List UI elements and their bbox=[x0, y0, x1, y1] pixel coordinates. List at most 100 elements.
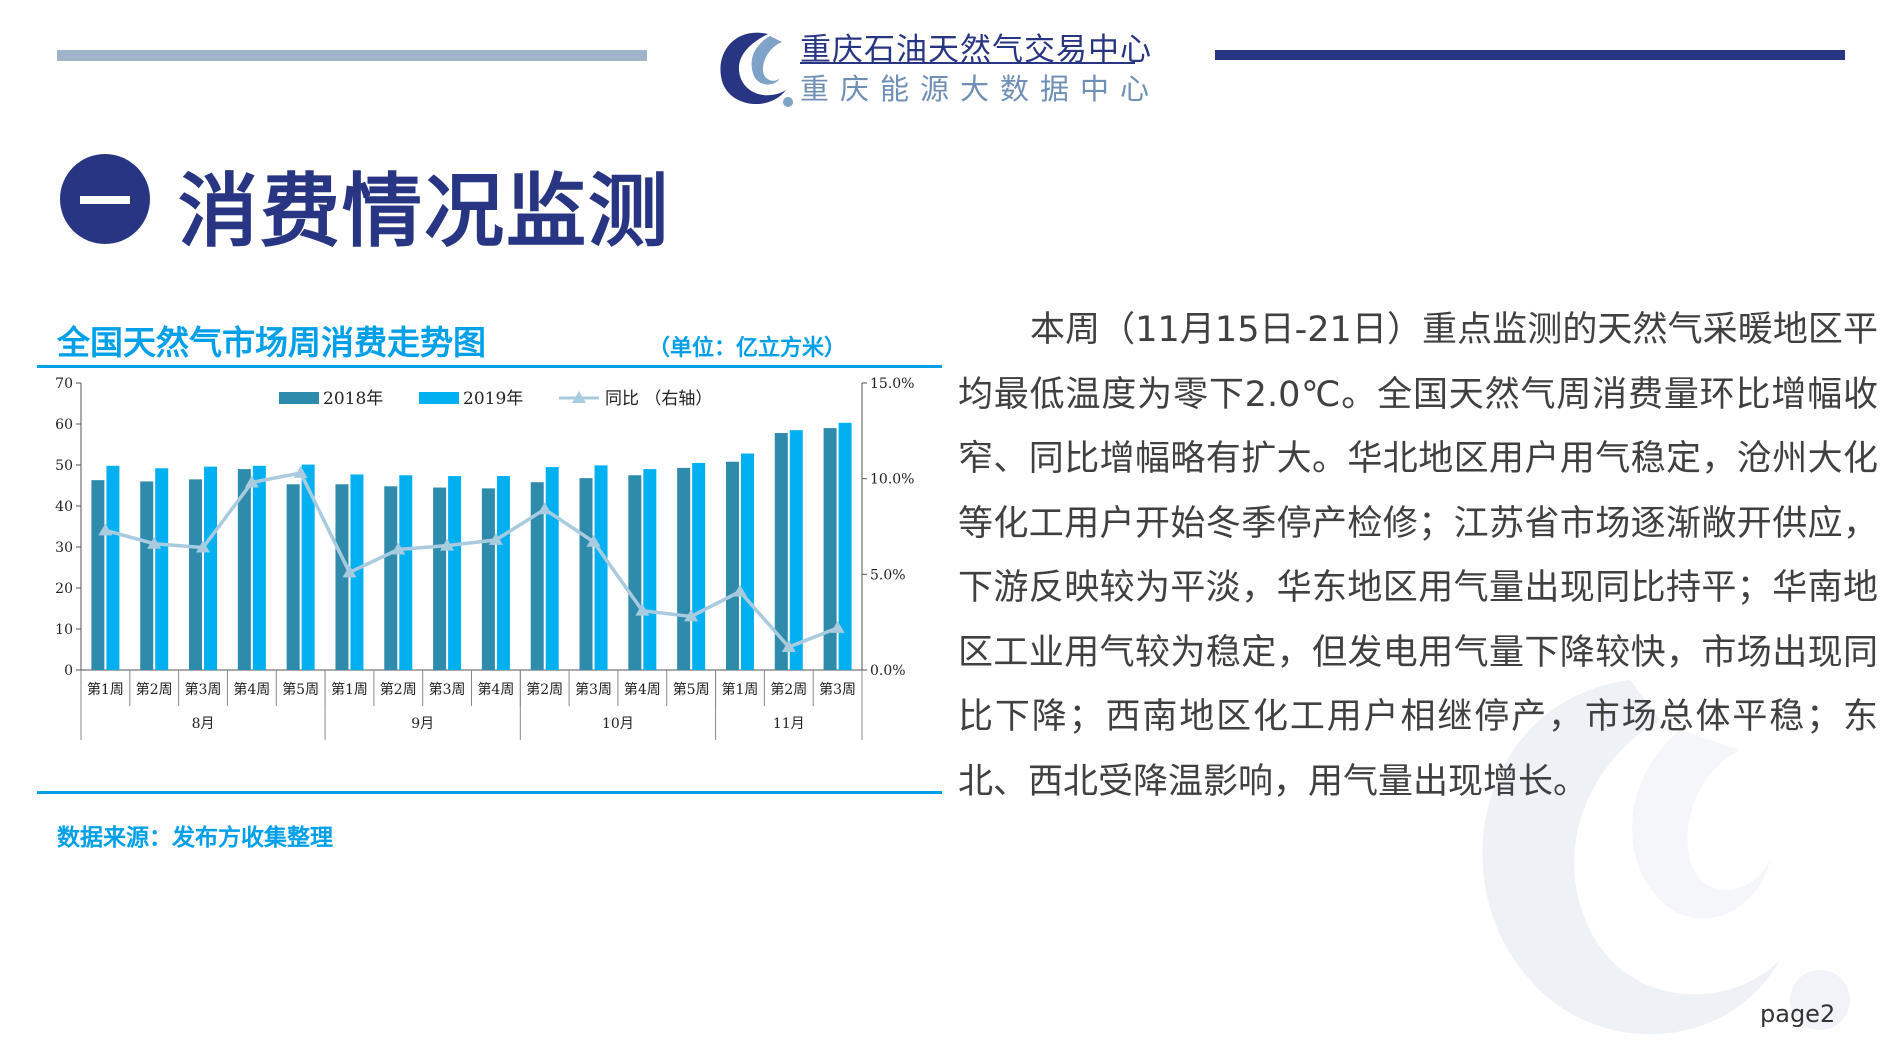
bar-2018 bbox=[677, 467, 691, 670]
yoy-point bbox=[586, 534, 601, 547]
yoy-point bbox=[440, 538, 455, 551]
y-left-tick-label: 60 bbox=[55, 417, 73, 433]
bar-2019 bbox=[204, 466, 218, 670]
bar-2019 bbox=[594, 465, 608, 670]
yoy-point bbox=[196, 540, 211, 553]
section-title: 消费情况监测 bbox=[178, 165, 670, 258]
yoy-point bbox=[684, 609, 699, 622]
category-label: 第5周 bbox=[673, 681, 710, 698]
category-label: 第2周 bbox=[380, 681, 417, 698]
month-label: 8月 bbox=[192, 716, 215, 732]
org-divider bbox=[800, 62, 1135, 64]
bar-2019 bbox=[301, 464, 315, 670]
data-source: 数据来源：发布方收集整理 bbox=[57, 825, 333, 851]
watermark-logo-icon bbox=[1482, 680, 1850, 1035]
y-right-tick-label: 5.0% bbox=[870, 567, 906, 583]
y-right-tick-label: 15.0% bbox=[870, 376, 914, 392]
y-left-tick-label: 70 bbox=[55, 376, 73, 392]
y-left-tick-label: 40 bbox=[55, 499, 73, 515]
bar-2018 bbox=[774, 433, 788, 670]
category-label: 第4周 bbox=[624, 681, 661, 698]
bar-2019 bbox=[545, 467, 559, 670]
bar-2018 bbox=[140, 481, 154, 670]
y-left-tick-label: 30 bbox=[55, 540, 73, 556]
legend-marker bbox=[572, 391, 586, 403]
bar-2019 bbox=[448, 476, 462, 670]
category-label: 第3周 bbox=[819, 681, 856, 698]
category-label: 第3周 bbox=[429, 681, 466, 698]
chart-bottom-rule bbox=[37, 791, 942, 794]
category-label: 第4周 bbox=[233, 681, 270, 698]
yoy-point bbox=[342, 565, 357, 578]
y-right-tick-label: 10.0% bbox=[870, 472, 914, 488]
y-right-tick-label: 0.0% bbox=[870, 663, 906, 679]
bar-2019 bbox=[106, 465, 120, 670]
chart-title: 全国天然气市场周消费走势图 bbox=[57, 323, 486, 362]
category-label: 第3周 bbox=[185, 681, 222, 698]
bar-2018 bbox=[823, 428, 837, 670]
bar-2018 bbox=[530, 482, 544, 670]
category-label: 第2周 bbox=[770, 681, 807, 698]
bar-2018 bbox=[237, 469, 251, 670]
org-subname: 重庆能源大数据中心 bbox=[800, 72, 1161, 106]
yoy-point bbox=[244, 475, 259, 488]
bar-2019 bbox=[692, 462, 706, 670]
category-label: 第4周 bbox=[477, 681, 514, 698]
bar-2018 bbox=[189, 479, 203, 670]
y-left-tick-label: 20 bbox=[55, 581, 73, 597]
category-label: 第1周 bbox=[331, 681, 368, 698]
legend-label: 同比 （右轴） bbox=[605, 389, 712, 409]
legend-swatch bbox=[419, 392, 459, 404]
bar-2019 bbox=[643, 469, 657, 670]
month-label: 10月 bbox=[602, 716, 634, 732]
category-label: 第1周 bbox=[87, 681, 124, 698]
bar-2018 bbox=[725, 461, 739, 670]
bar-2019 bbox=[496, 476, 510, 670]
month-label: 9月 bbox=[411, 716, 434, 732]
page-number: page2 bbox=[1760, 1000, 1836, 1028]
category-label: 第1周 bbox=[722, 681, 759, 698]
legend-swatch bbox=[279, 392, 319, 404]
bar-2018 bbox=[335, 484, 349, 670]
category-label: 第5周 bbox=[282, 681, 319, 698]
bar-2019 bbox=[399, 475, 413, 670]
bar-2019 bbox=[155, 468, 169, 670]
bar-2019 bbox=[252, 465, 266, 670]
header-bar-left bbox=[57, 50, 647, 61]
yoy-point bbox=[537, 502, 552, 515]
yoy-point bbox=[293, 465, 308, 478]
bar-2018 bbox=[481, 488, 495, 670]
yoy-point bbox=[391, 542, 406, 555]
bar-2018 bbox=[628, 475, 642, 670]
bar-2019 bbox=[838, 422, 852, 670]
category-label: 第3周 bbox=[575, 681, 612, 698]
bar-2018 bbox=[286, 484, 300, 670]
header-bar-right bbox=[1215, 50, 1845, 60]
yoy-point bbox=[635, 603, 650, 616]
bar-2019 bbox=[789, 430, 803, 670]
legend-label: 2018年 bbox=[323, 389, 383, 409]
category-label: 第2周 bbox=[136, 681, 173, 698]
bar-2019 bbox=[350, 474, 364, 670]
logo-icon bbox=[720, 32, 793, 107]
chart-top-rule bbox=[37, 365, 942, 368]
yoy-point bbox=[147, 536, 162, 549]
consumption-chart: 0102030405060700.0%5.0%10.0%15.0%第1周 第2周第… bbox=[55, 376, 914, 740]
bar-2018 bbox=[91, 480, 105, 670]
section-number-badge bbox=[60, 154, 150, 244]
yoy-point bbox=[98, 523, 113, 536]
bar-2019 bbox=[740, 453, 754, 670]
legend-label: 2019年 bbox=[463, 389, 523, 409]
yoy-point bbox=[781, 640, 796, 653]
y-left-tick-label: 10 bbox=[55, 622, 73, 638]
month-label: 11月 bbox=[773, 716, 805, 732]
yoy-line bbox=[104, 470, 839, 650]
yoy-point bbox=[830, 620, 845, 633]
bar-2018 bbox=[433, 487, 447, 670]
y-left-tick-label: 0 bbox=[64, 663, 73, 679]
summary-paragraph: 本周（11月15日-21日）重点监测的天然气采暖地区平均最低温度为零下2.0℃。… bbox=[958, 310, 1878, 802]
bar-2018 bbox=[384, 486, 398, 670]
y-left-tick-label: 50 bbox=[55, 458, 73, 474]
chart-unit: （单位：亿立方米） bbox=[648, 336, 847, 361]
category-label: 第2周 bbox=[526, 681, 563, 698]
